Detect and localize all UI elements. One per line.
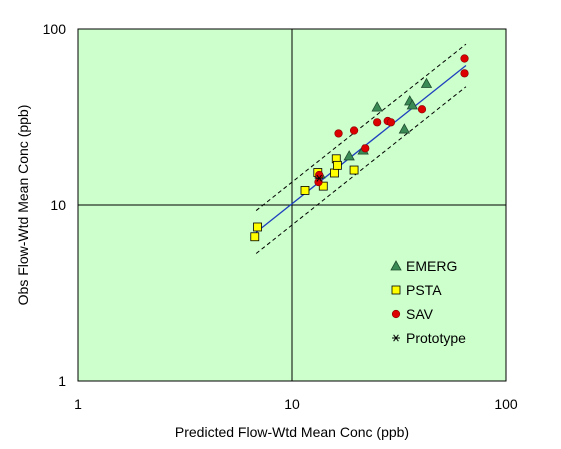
psta-point: [253, 222, 262, 232]
emerg-point: [398, 123, 411, 134]
legend: EMERG PSTA SAV Prototype: [390, 258, 466, 346]
y-tick-label: 1: [58, 373, 66, 389]
sav-point: [460, 54, 469, 63]
sav-point: [373, 118, 382, 127]
x-tick-label: 1: [74, 396, 82, 412]
x-tick-label: 100: [494, 396, 518, 412]
tick-labels: 1 10 100 1 10 100: [43, 21, 518, 412]
x-tick-label: 10: [284, 396, 300, 412]
y-tick-label: 100: [43, 21, 67, 37]
legend-marker-prototype: [392, 334, 400, 342]
psta-point: [333, 160, 342, 170]
sav-point: [417, 105, 427, 114]
emerg-point: [420, 77, 433, 88]
sav-point: [361, 144, 370, 153]
confidence-band-upper: [255, 43, 467, 211]
legend-marker-psta: [391, 285, 401, 295]
confidence-bands: [255, 43, 467, 254]
legend-label-psta: PSTA: [406, 282, 442, 298]
y-tick-label: 10: [50, 197, 66, 213]
y-axis-title: Obs Flow-Wtd Mean Conc (ppb): [15, 105, 31, 306]
legend-label-emerg: EMERG: [406, 258, 457, 274]
psta-point: [300, 186, 310, 195]
psta-point: [250, 232, 260, 242]
sav-point: [349, 126, 359, 135]
sav-point: [386, 118, 396, 127]
legend-marker-emerg: [390, 260, 402, 271]
emerg-point: [371, 101, 383, 112]
sav-point: [460, 69, 469, 78]
prototype-point: [315, 174, 324, 182]
emerg-point: [406, 99, 419, 110]
sav-point: [334, 129, 343, 138]
psta-point: [349, 165, 359, 175]
psta-point: [330, 168, 339, 178]
data-points: [250, 54, 469, 242]
legend-label-prototype: Prototype: [406, 330, 466, 346]
confidence-band-lower: [255, 86, 467, 254]
legend-marker-sav: [391, 309, 401, 319]
emerg-point: [343, 150, 355, 161]
x-axis-title: Predicted Flow-Wtd Mean Conc (ppb): [175, 424, 409, 440]
grid-lines: [78, 29, 506, 381]
legend-label-sav: SAV: [406, 306, 434, 322]
psta-point: [318, 181, 328, 191]
